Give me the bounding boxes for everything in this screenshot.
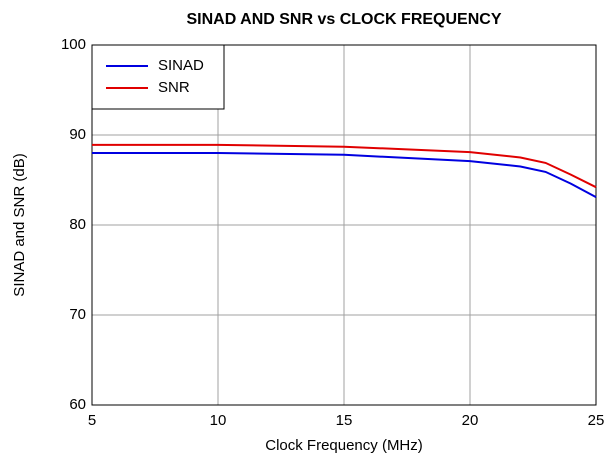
- x-tick-label: 25: [588, 412, 605, 429]
- legend-box: [91, 44, 225, 110]
- y-tick-label: 70: [69, 306, 86, 323]
- x-tick-label: 10: [210, 412, 227, 429]
- y-axis-label: SINAD and SNR (dB): [11, 153, 28, 296]
- y-tick-label: 80: [69, 216, 86, 233]
- x-tick-label: 15: [336, 412, 353, 429]
- plot-frame: [91, 44, 597, 406]
- x-tick-label: 20: [462, 412, 479, 429]
- y-tick-label: 60: [69, 396, 86, 413]
- legend-label: SINAD: [158, 57, 204, 74]
- y-tick-label: 100: [61, 36, 86, 53]
- y-tick-label: 90: [69, 126, 86, 143]
- legend-label: SNR: [158, 79, 190, 96]
- series-line: [92, 143, 597, 189]
- x-tick-label: 5: [88, 412, 96, 429]
- chart-title: SINAD AND SNR vs CLOCK FREQUENCY: [187, 11, 502, 28]
- series-line: [92, 152, 597, 198]
- x-axis-label: Clock Frequency (MHz): [265, 437, 423, 454]
